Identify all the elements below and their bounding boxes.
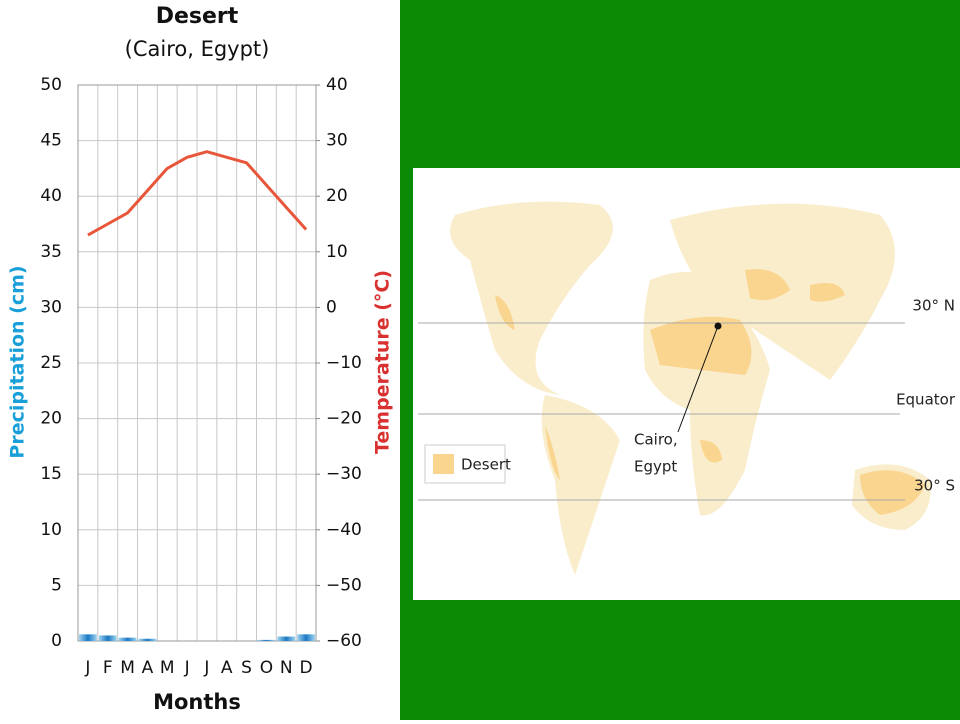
y-tick-label: 25: [40, 353, 62, 373]
map: 30° N Equator 30° S Cairo, Egypt Desert: [413, 168, 960, 600]
city-label: Egypt: [634, 458, 677, 476]
x-tick-label: A: [221, 658, 233, 678]
x-axis-label: Months: [153, 690, 241, 714]
x-tick-label: M: [120, 658, 135, 678]
lat-label: Equator: [896, 391, 956, 409]
y-tick-label: 40: [40, 186, 62, 206]
x-tick-label: S: [241, 658, 252, 678]
continent: [450, 201, 613, 395]
desert-area: [545, 425, 560, 480]
legend-swatch: [433, 454, 454, 474]
precip-bar: [277, 636, 296, 641]
precip-bar: [118, 637, 137, 641]
y2-tick-label: 0: [326, 297, 337, 317]
y-tick-label: 5: [51, 575, 62, 595]
desert-area: [745, 269, 790, 301]
x-tick-label: N: [280, 658, 293, 678]
y2-tick-label: −10: [326, 353, 362, 373]
lat-label: 30° S: [914, 477, 955, 495]
x-tick-label: F: [103, 658, 113, 678]
y2-tick-label: −50: [326, 575, 362, 595]
desert-area: [860, 470, 925, 515]
y-tick-label: 50: [40, 75, 62, 95]
y2-tick-label: 10: [326, 242, 348, 262]
y-tick-label: 15: [40, 464, 62, 484]
continent: [541, 395, 620, 575]
y-tick-label: 0: [51, 631, 62, 651]
x-tick-label: M: [160, 658, 175, 678]
chart-title: Desert: [156, 4, 239, 29]
precip-bar: [138, 638, 157, 641]
legend-label: Desert: [461, 456, 511, 474]
chart-subtitle: (Cairo, Egypt): [125, 37, 270, 61]
city-pointer: [677, 325, 719, 433]
city-label: Cairo,: [634, 431, 678, 449]
x-tick-label: D: [300, 658, 313, 678]
x-tick-label: J: [184, 658, 190, 678]
precip-bar: [257, 639, 276, 641]
x-tick-label: O: [260, 658, 273, 678]
y2-tick-label: 40: [326, 75, 348, 95]
y2-tick-label: −60: [326, 631, 362, 651]
precip-bar: [79, 634, 97, 641]
desert-area: [495, 295, 515, 330]
desert-area: [700, 440, 722, 463]
y2-tick-label: 30: [326, 131, 348, 151]
chart-panel: [0, 0, 400, 720]
desert-area: [650, 316, 752, 375]
x-tick-label: A: [142, 658, 154, 678]
y2-tick-label: −40: [326, 520, 362, 540]
y2-tick-label: −30: [326, 464, 362, 484]
lat-label: 30° N: [912, 297, 955, 315]
plot-frame: [77, 84, 317, 642]
y2-tick-label: 20: [326, 186, 348, 206]
precip-bar: [297, 634, 315, 641]
y-tick-label: 35: [40, 242, 62, 262]
precip-bar: [98, 635, 117, 641]
y-tick-label: 10: [40, 520, 62, 540]
y-tick-label: 30: [40, 297, 62, 317]
x-tick-label: J: [203, 658, 209, 678]
y2-axis-label: Temperature (°C): [372, 270, 394, 454]
y-tick-label: 20: [40, 409, 62, 429]
x-tick-label: J: [84, 658, 90, 678]
temperature-line: [87, 150, 308, 237]
y-tick-label: 45: [40, 131, 62, 151]
y2-tick-label: −20: [326, 409, 362, 429]
y-axis-label: Precipitation (cm): [7, 265, 29, 458]
desert-area: [810, 282, 845, 302]
